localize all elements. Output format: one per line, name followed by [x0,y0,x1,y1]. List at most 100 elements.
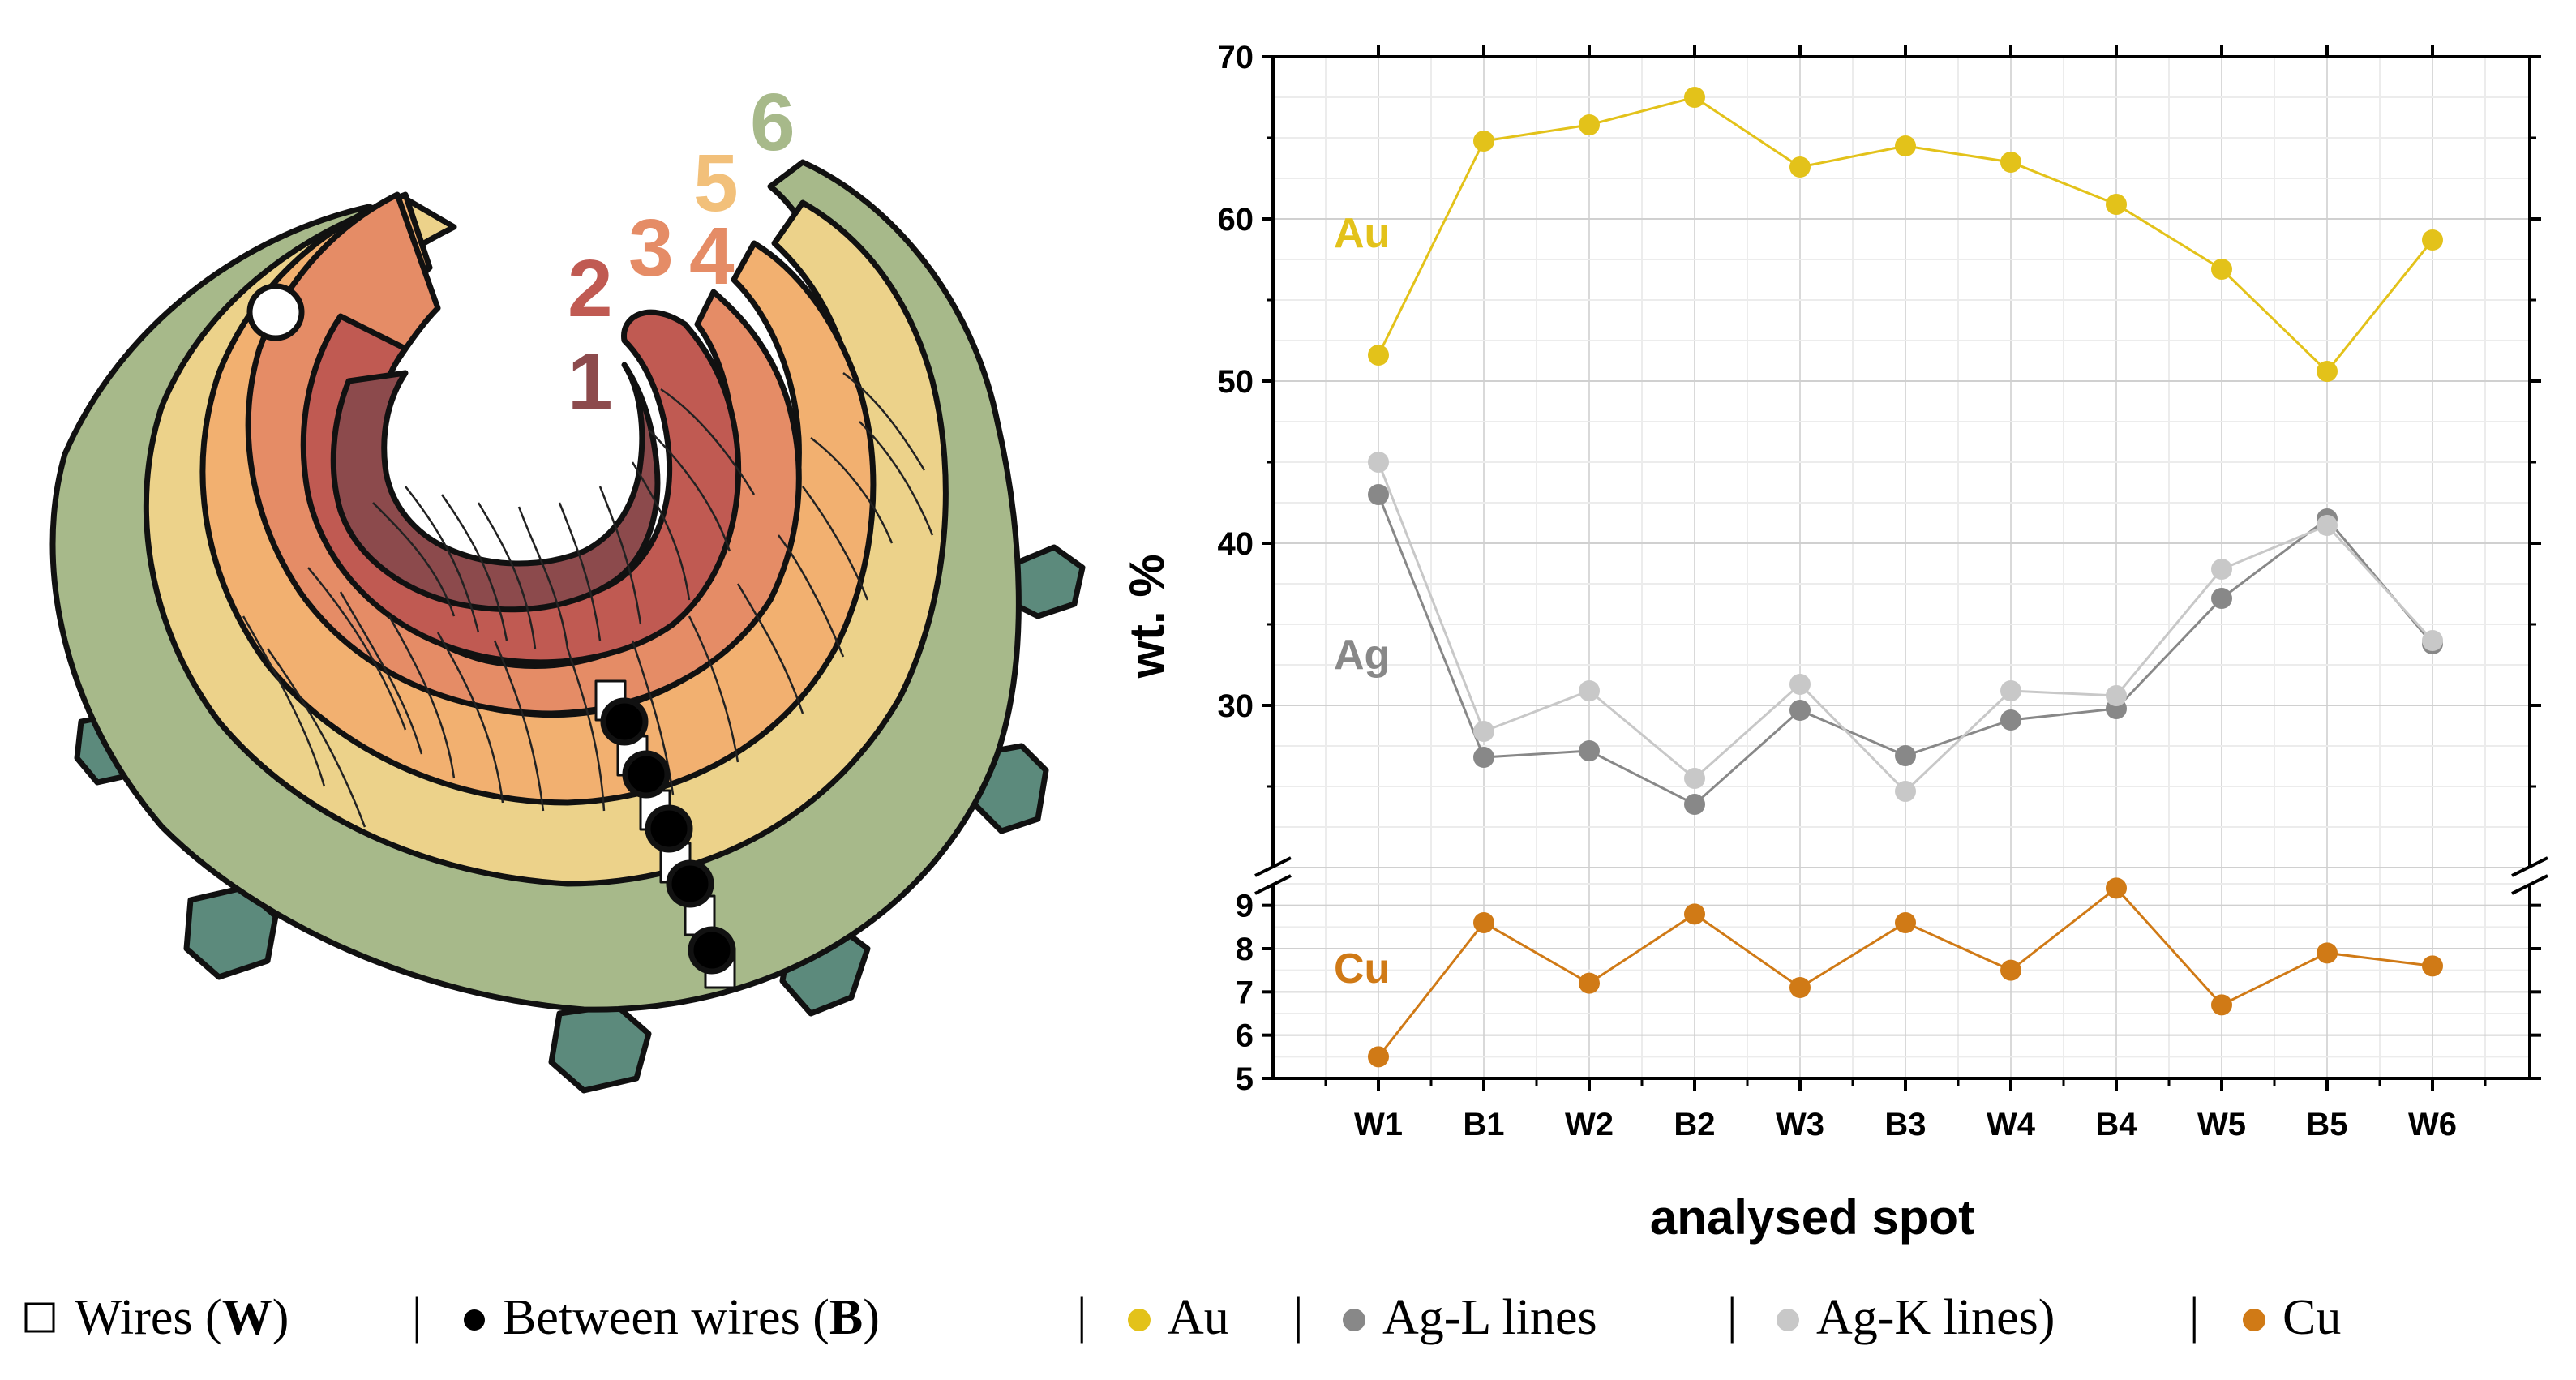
data-point [2106,194,2127,215]
legend-cu-label: Cu [2282,1290,2341,1345]
composition-chart: 30 40 50 60 70 5 6 7 8 9 W1 B1 W2 B2 W3 B3 W4 B4 W5 B5 W6 wt… [1120,40,2548,1245]
legend-between-close: ) [863,1290,880,1345]
legend-separator: | [1077,1288,1087,1344]
data-point [1368,484,1389,505]
series-cu [1368,877,2443,1068]
y-tick-label: 30 [1218,688,1254,724]
y-tick-label: 40 [1218,526,1254,562]
legend-separator: | [412,1288,422,1344]
analysis-spots [594,679,736,989]
ag-l-dot-icon [1343,1309,1365,1331]
legend-separator: | [1727,1288,1737,1344]
legend: Wires (W) | Between wires (B) | Au | Ag-… [24,1288,2341,1345]
data-point [2422,630,2443,651]
between-spot-marker [600,697,649,746]
data-point [1368,1046,1389,1068]
lower-frame [1271,884,2531,1080]
granule-bead [548,1002,652,1094]
data-point [1579,740,1600,761]
data-point [1789,977,1811,998]
data-point [1368,452,1389,473]
data-point [2211,259,2232,280]
series-ag-k [1368,452,2443,802]
x-tick-label: W6 [2408,1107,2457,1142]
legend-wires-bold: W [222,1290,272,1345]
data-point [2317,361,2338,382]
between-dot-icon [464,1309,485,1331]
layer-label-5: 5 [693,138,739,229]
data-point [1789,156,1811,178]
x-tick-label: B4 [2095,1107,2137,1142]
x-tick-label: B2 [1674,1107,1715,1142]
axes [1254,45,2548,1091]
data-point [1684,794,1705,815]
data-point [2422,955,2443,977]
data-point [2106,685,2127,706]
series-label-cu: Cu [1334,945,1390,992]
cu-dot-icon [2243,1309,2265,1331]
layer-label-2: 2 [568,243,613,334]
layer-label-3: 3 [628,203,674,294]
svg-text:Wires (W): Wires (W) [75,1290,289,1345]
layer-number-labels: 1 2 3 4 5 6 [568,77,795,427]
y-tick-label: 9 [1236,889,1254,924]
y-tick-label: 7 [1236,975,1254,1010]
data-point [2317,515,2338,536]
legend-separator: | [1293,1288,1303,1344]
x-tick-label: W3 [1776,1107,1824,1142]
data-point [2000,680,2021,701]
data-point [1895,745,1916,766]
series-au [1368,87,2443,382]
data-point [1579,114,1600,135]
data-point [2106,877,2127,899]
axis-break-mark [2511,874,2548,895]
y-tick-label: 6 [1236,1018,1254,1054]
x-tick-label: W4 [1987,1107,2036,1142]
layer-label-1: 1 [568,336,613,427]
data-point [1473,131,1494,152]
series-label-ag: Ag [1334,632,1390,679]
y-tick-label: 50 [1218,364,1254,400]
wire-hatching [242,372,934,828]
legend-ag-l-label: Ag-L lines [1382,1290,1597,1345]
axis-break-mark [2511,856,2548,877]
wire-square-icon [24,1302,55,1333]
data-point [1684,87,1705,108]
axis-break-mark [1254,874,1292,895]
tick-labels: 30 40 50 60 70 5 6 7 8 9 W1 B1 W2 B2 W3 B3 W4 B4 W5 B5 W6 [1218,40,2458,1142]
layer-label-6: 6 [750,77,795,168]
series [1368,87,2443,1068]
legend-au-label: Au [1168,1290,1229,1345]
data-point [2211,994,2232,1016]
axis-break-mark [1254,856,1292,877]
x-tick-label: B3 [1884,1107,1926,1142]
data-point [1789,700,1811,721]
data-point [1473,912,1494,933]
x-tick-label: W5 [2197,1107,2246,1142]
legend-wires-label: Wires ( [75,1290,222,1345]
y-tick-label: 70 [1218,40,1254,75]
legend-ag-k-label: Ag-K lines) [1816,1290,2055,1345]
svg-text:Between wires (B): Between wires (B) [503,1290,880,1345]
grid [1273,56,2530,1079]
x-tick-label: W2 [1565,1107,1614,1142]
data-point [1895,135,1916,156]
data-point [1473,721,1494,742]
legend-separator: | [2189,1288,2199,1344]
data-point [2000,709,2021,731]
x-tick-label: B5 [2306,1107,2347,1142]
y-axis-title: wt. % [1120,554,1174,679]
series-label-au: Au [1334,210,1390,257]
data-point [1579,680,1600,701]
data-point [1579,972,1600,994]
legend-wires-close: ) [272,1290,289,1345]
ag-k-dot-icon [1777,1309,1799,1331]
data-point [2000,959,2021,981]
y-tick-label: 8 [1236,932,1254,967]
x-axis-title: analysed spot [1650,1190,1974,1245]
y-tick-label: 5 [1236,1061,1254,1097]
layer-label-4: 4 [689,211,735,302]
data-point [1684,768,1705,789]
data-point [2211,559,2232,580]
